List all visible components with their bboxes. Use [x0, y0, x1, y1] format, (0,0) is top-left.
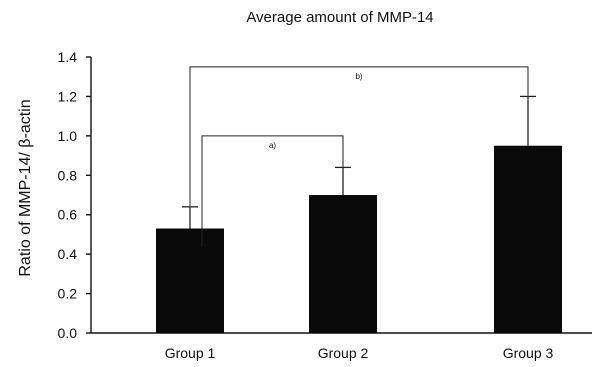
y-axis-label: Ratio of MMP-14/ β-actin [17, 99, 34, 276]
chart-title: Average amount of MMP-14 [246, 9, 433, 26]
y-tick-label: 0.4 [58, 246, 78, 262]
significance-label: a) [269, 141, 276, 150]
significance-brackets: a) b) [189, 66, 529, 247]
y-tick-label: 0.6 [58, 207, 78, 223]
x-tick-label: Group 2 [318, 345, 369, 361]
bar [156, 228, 224, 333]
y-tick-label: 1.0 [58, 128, 78, 144]
x-tick-labels: Group 1 Group 2 Group 3 [165, 345, 554, 361]
bars [156, 145, 562, 333]
significance-bracket [201, 135, 344, 247]
x-tick-label: Group 3 [503, 345, 554, 361]
y-tick-label: 0.2 [58, 286, 78, 302]
significance-label: b) [355, 72, 362, 81]
y-tick-label: 1.2 [58, 88, 78, 104]
y-tick-label: 0.0 [58, 325, 78, 341]
bar [309, 195, 377, 333]
x-tick-label: Group 1 [165, 345, 216, 361]
significance-bracket [189, 66, 529, 227]
y-tick-label: 0.8 [58, 167, 78, 183]
bar [494, 145, 562, 333]
y-tick-label: 1.4 [58, 49, 78, 65]
y-ticks: 0.0 0.2 0.4 0.6 0.8 1.0 1.2 1.4 [58, 49, 91, 341]
